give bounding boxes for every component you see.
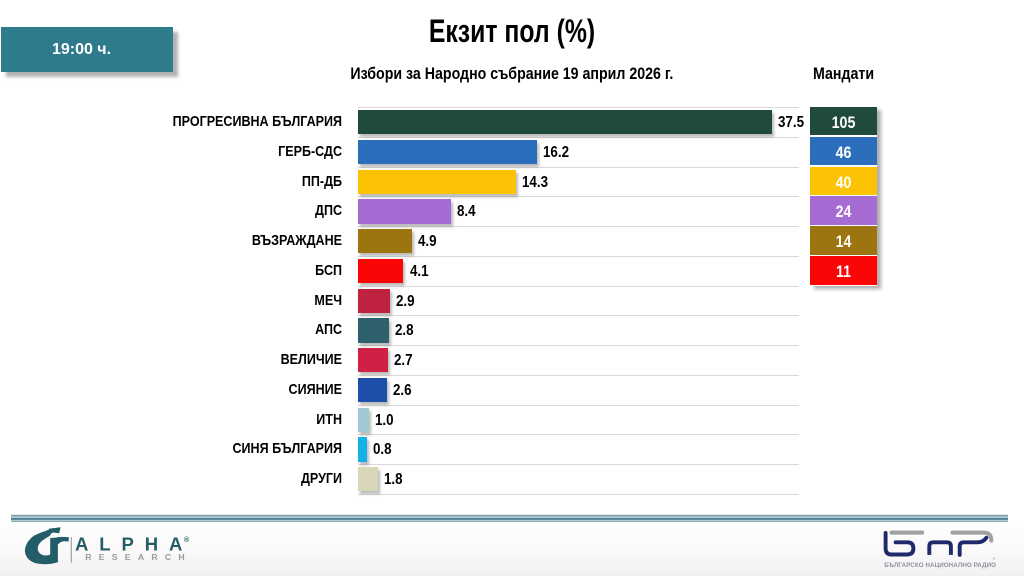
svg-text:®: ® (184, 536, 190, 544)
svg-text:БЪЛГАРСКО НАЦИОНАЛНО РАДИО: БЪЛГАРСКО НАЦИОНАЛНО РАДИО (884, 562, 996, 569)
svg-text:ALPHA: ALPHA (75, 533, 193, 554)
svg-text:RESEARCH: RESEARCH (85, 552, 192, 562)
svg-text:°: ° (993, 558, 995, 564)
